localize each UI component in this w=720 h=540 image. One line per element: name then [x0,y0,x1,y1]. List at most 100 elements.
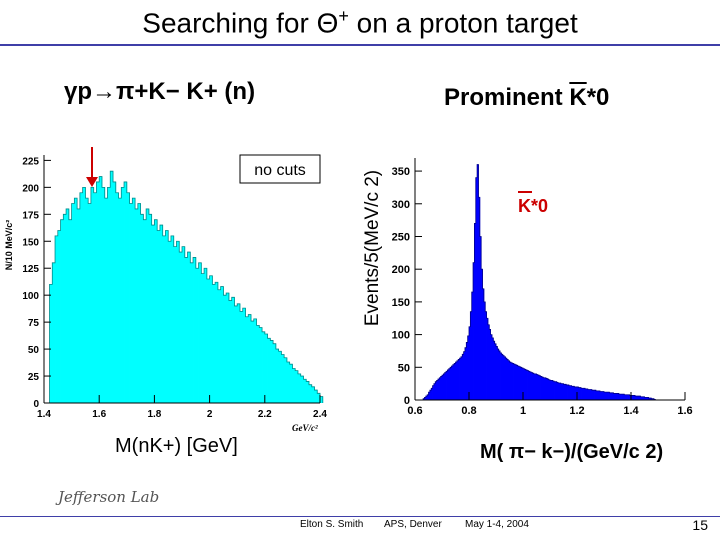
histogram-bar [295,370,299,403]
left-y-axis-label: N/10 MeV/c² [4,220,14,271]
histogram-bar [489,329,491,400]
histogram-bar [483,301,486,400]
histogram-bar [533,373,536,400]
histogram-bar [137,203,141,403]
histogram-bar [447,369,450,400]
histogram-bar [639,396,641,400]
histogram-bar [485,311,487,400]
histogram-bar [505,358,508,400]
histogram-bar [463,351,466,400]
histogram-bar [85,198,89,403]
histogram-bar [267,338,271,403]
histogram-bar [621,394,624,400]
histogram-bar [469,326,471,400]
x-tick-label: 1 [520,405,526,417]
histogram-bar [278,351,282,403]
histogram-bar [564,384,567,400]
histogram-bar [523,368,525,400]
histogram-bar [583,388,586,400]
histogram-bar [609,392,612,400]
histogram-bar [467,335,470,400]
y-tick-label: 300 [392,199,410,211]
histogram-bar [558,382,560,400]
histogram-bar [487,324,490,400]
histogram-bar [454,363,456,400]
histogram-bar [551,380,554,400]
histogram-bar [477,164,479,400]
histogram-outline [49,170,324,403]
histogram-bar [132,198,136,403]
histogram-bar [231,297,235,403]
histogram-bar [620,394,622,400]
histogram-bar [63,214,67,403]
histogram-bar [520,367,523,400]
footer-author: Elton S. Smith [300,519,364,530]
histogram-bar [490,334,493,400]
histogram-bar [566,384,568,400]
histogram-bar [501,354,504,400]
histogram-bar [173,246,177,403]
histogram-bar [514,364,517,400]
histogram-bar [93,192,97,403]
histogram-bar [599,391,602,400]
histogram-bar [448,368,451,400]
histogram-bar [636,396,639,400]
histogram-bar [154,219,158,403]
histogram-bar [550,380,552,400]
histogram-bar [510,362,513,400]
histogram-bar [591,390,594,400]
prominent-suffix: *0 [586,84,610,111]
histogram-bar [574,386,577,400]
histogram-bar [303,379,307,403]
histogram-bar [525,369,528,400]
histogram-bar [239,311,244,403]
histogram-bar [589,389,591,400]
histogram-bar [635,396,637,400]
histogram-bar [57,230,61,403]
histogram-bar [179,252,183,403]
y-tick-label: 225 [22,156,39,167]
histogram-bar [118,198,122,403]
x-tick-label: 1.4 [623,405,639,417]
histogram-bar [640,396,643,400]
histogram-bar [590,389,593,400]
histogram-bar [496,346,498,400]
y-tick-label: 100 [22,291,39,302]
histogram-bar [462,354,464,400]
histogram-bar [606,392,609,400]
histogram-bar [475,177,478,400]
histogram-bar [460,356,463,400]
histogram-bar [570,385,572,400]
red-arrow-head [86,177,98,187]
y-tick-label: 200 [392,264,410,276]
histogram-bar [633,395,636,400]
histogram-bar [601,391,604,400]
histogram-bar [66,208,70,403]
left-x-axis-label: M(nK+) [GeV] [115,435,238,457]
footer-date: May 1-4, 2004 [465,519,529,530]
histogram-bar [157,230,161,403]
histogram-bar [486,318,489,400]
histogram-bar [262,331,266,403]
histogram-bar [540,376,543,400]
y-tick-label: 350 [392,166,410,178]
histogram-bar [528,371,531,400]
histogram-bar [121,187,125,403]
histogram-bar [555,381,558,400]
histogram-bar [101,187,106,403]
histogram-bar [597,390,599,400]
histogram-bar [598,390,601,400]
histogram-bar [251,321,255,403]
y-tick-label: 175 [22,210,39,221]
histogram-bar [435,381,437,400]
histogram-bar [317,393,321,403]
histogram-bar [506,359,509,400]
histogram-bar [170,235,175,403]
histogram-bar [281,354,285,403]
histogram-bar [610,392,613,400]
histogram-bar [259,327,263,403]
jefferson-lab-logo: Jefferson Lab [58,488,160,506]
title-divider [0,44,720,46]
histogram-bar [539,375,541,400]
reaction-text: γp→π+K− K+ (n) [64,78,256,105]
